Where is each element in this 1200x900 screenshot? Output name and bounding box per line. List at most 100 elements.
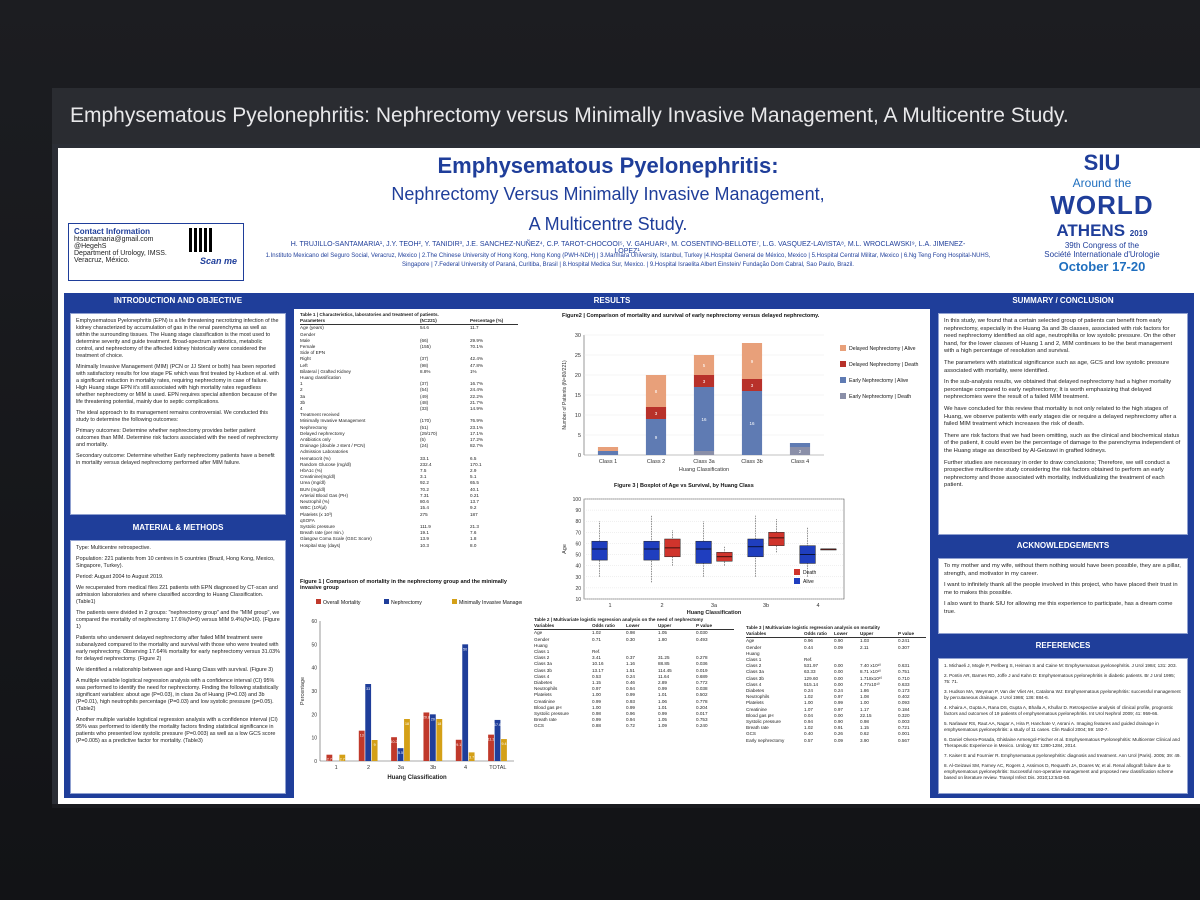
table-row: Gender 0.44 0.09 2.11 0.307 [746,645,926,651]
table-cell: 0.46 [626,680,635,686]
table-cell: 0.97 [592,686,601,692]
table-cell: 23.1% [470,424,484,430]
table-cell: 275 [420,511,428,517]
table-row: Platelets (x 10³) 275 187 [300,512,518,518]
table-row: 3a (49) 22.2% [300,394,518,400]
table-cell: (155) [420,344,431,350]
siu-around: Around the [1072,176,1132,190]
bar-segment [693,355,715,375]
table-cell: 0.241 [898,638,910,644]
bar [436,719,443,761]
table-cell: 0.036 [696,661,708,667]
table-cell: 0.502 [696,692,708,698]
table-cell: 0.98 [592,711,601,717]
table-cell: 2.11 [860,644,869,650]
table-row: Huang classification [300,375,518,381]
table-cell: 0.721 [898,725,910,731]
intro-p3: The ideal approach to its management rem… [76,410,268,423]
summary-p2: The parameters with statistical signific… [944,359,1170,374]
table-cell: 0.173 [898,688,910,694]
table-cell: 0.88 [592,723,601,729]
table-cell: 1.8 [470,536,477,542]
table-row: Age 1.02 0.98 1.05 0.030 [534,630,734,636]
table-row: Random Glucose (mg/dl) 232.4 170.1 [300,462,518,468]
table-cell: Systolic pressure [746,719,781,725]
contact-handle[interactable]: @HegehS [74,243,107,250]
table-row: 4 (33) 14.9% [300,406,518,412]
siu-logo: SIU Around the WORLD ATHENS 2019 39th Co… [1022,150,1182,280]
poster-title-line2: Nephrectomy Versus Minimally Invasive Ma… [391,184,825,204]
summary-p1: In this study, we found that a certain s… [944,318,1176,355]
table-cell: 1.07 [804,706,813,712]
table-cell: 0.90 [834,719,843,725]
table-cell: 19.1 [420,530,429,536]
table-cell: Class 2 [534,655,550,661]
qr-code-icon[interactable] [189,228,213,252]
table-row: Neutrophil (%) 80.6 13.7 [300,499,518,505]
table-row: 1 (37) 16.7% [300,381,518,387]
table-cell: 54.6 [420,325,429,331]
x-axis-label: Huang Classification [679,467,729,473]
table-cell: 1.00 [860,700,869,706]
bar-value-label: 9 [655,435,658,440]
y-tick-label: 40 [311,666,317,672]
bar-segment [789,443,811,447]
table-row: Creatinine(mg/dl) 3.1 5.1 [300,474,518,480]
ack-p1: To my mother and my wife, without them n… [944,563,1181,577]
table-row: Hematocrit (%) 33.1 6.5 [300,456,518,462]
legend-label: Early Nephrectomy | Alive [849,378,908,384]
table-cell: 0.751 [898,669,910,675]
bar-value-label: 3 [655,411,658,416]
table-cell: 0.030 [696,630,708,636]
table-row: Huang [746,651,926,657]
table-row: Diabetes 0.24 0.24 1.86 0.173 [746,688,926,694]
bar [391,737,397,761]
ref-4: 4. Khaira A, Gupta A, Rana DS, Gupta A, … [944,705,1174,716]
table-cell: (N=221) [420,318,437,324]
table-cell: 0.71 [592,636,601,642]
table-cell: 1.17 [860,706,869,712]
table-cell: P value [696,623,713,629]
y-tick-label: 5 [578,433,581,439]
bar-segment [693,375,715,387]
table-cell: Bilateral | Grafted Kidney [300,368,351,374]
table-cell: 0.204 [696,704,708,710]
table-cell: (5) [420,437,426,443]
table-cell: 82.7% [470,443,484,449]
bar-value-label: 33 [366,687,370,691]
siu-athens: ATHENS 2019 [1022,221,1182,241]
x-tick-label: Class 1 [599,459,617,465]
table-cell: Platelets (x 10³) [300,511,333,517]
table-cell: (37) [420,356,429,362]
contact-email[interactable]: htsantamaria@gmail.com [74,236,154,243]
table-cell: 22.2% [470,393,484,399]
table-cell: 0.038 [696,686,708,692]
table-cell: Class 3b [746,675,764,681]
y-axis-label: Percentage [300,677,306,705]
legend-label: Minimally Invasive Management [459,600,522,606]
bar [365,684,372,761]
table-cell: 111.9 [420,523,431,529]
table-cell: 17.2% [470,437,484,443]
table-3-title: Table 3 | Multivariate logistic regressi… [746,625,880,630]
table-cell: Neutrophils [534,686,558,692]
table-cell: GCS [534,723,544,729]
table-row: Delayed nephrectomy (29/170) 17.1% [300,431,518,437]
table-cell: (49) [420,393,429,399]
table-cell: 0.94 [626,717,635,723]
table-cell: 1% [470,368,477,374]
table-row: 3b (48) 21.7% [300,400,518,406]
y-tick-label: 60 [311,619,317,625]
table-row: Hospital stay (days) 10.3 8.0 [300,543,518,549]
table-cell: 0.98 [626,630,635,636]
table-cell: 2.89 [658,680,667,686]
table-row: Class 3b 13.17 1.51 114.45 0.019 [534,668,734,674]
table-cell: 24.4% [470,387,484,393]
x-tick-label: 2 [660,603,663,609]
table-cell: 15.4 [420,505,429,511]
bar-value-label: 3 [703,379,706,384]
summary-heading: SUMMARY / CONCLUSION [1012,296,1114,305]
contact-dept: Department of Urology, IMSS. [74,250,167,257]
bar-value-label: 20.8 [423,715,430,719]
